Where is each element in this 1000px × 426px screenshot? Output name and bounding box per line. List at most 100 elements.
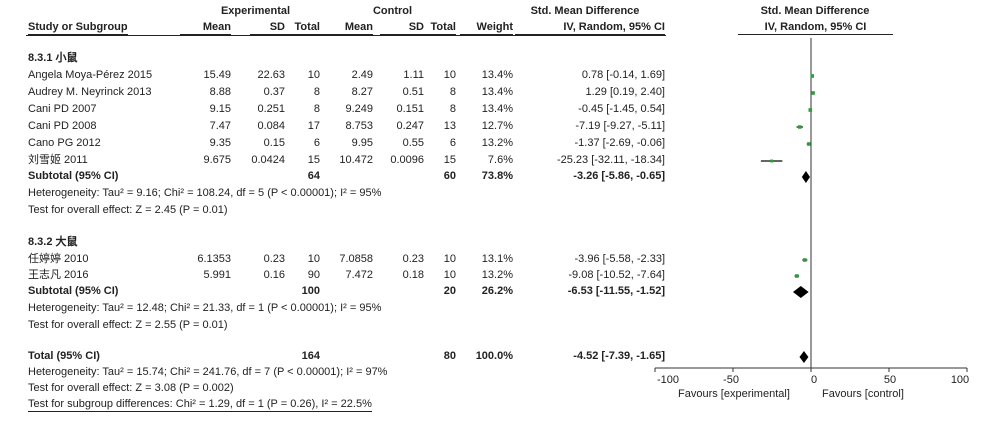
study-marker bbox=[811, 91, 815, 95]
header-smd-right: Std. Mean Difference bbox=[760, 5, 870, 17]
summary-diamond bbox=[801, 171, 810, 183]
subtotal-ci: -6.53 [-11.55, -1.52] bbox=[567, 285, 665, 297]
footer-subgroup-differences: Test for subgroup differences: Chi² = 1.… bbox=[28, 398, 372, 412]
cell-total2: 15 bbox=[443, 154, 456, 166]
header-mean1: Mean bbox=[180, 21, 231, 35]
study-marker bbox=[803, 258, 807, 262]
subtotal-total1: 100 bbox=[301, 285, 320, 297]
study-marker bbox=[770, 159, 774, 163]
study-name: Cani PD 2008 bbox=[28, 120, 97, 132]
cell-total2: 10 bbox=[443, 269, 456, 281]
cell-mean2: 2.49 bbox=[351, 69, 373, 81]
cell-total2: 8 bbox=[449, 103, 456, 115]
group-label-2: 8.3.2 大鼠 bbox=[28, 236, 78, 248]
cell-ci: -9.08 [-10.52, -7.64] bbox=[568, 269, 665, 281]
cell-total2: 8 bbox=[449, 86, 456, 98]
cell-sd2: 0.51 bbox=[402, 86, 424, 98]
header-rule bbox=[26, 35, 666, 36]
header-total1: Total bbox=[285, 21, 320, 35]
study-marker bbox=[807, 142, 811, 146]
subtotal-total2: 20 bbox=[443, 285, 456, 297]
header-experimental: Experimental bbox=[220, 5, 291, 17]
cell-weight: 13.2% bbox=[481, 269, 513, 281]
header-smd-left: Std. Mean Difference bbox=[530, 5, 640, 17]
header-method-right: IV, Random, 95% CI bbox=[738, 21, 893, 35]
overall-effect-text: Test for overall effect: Z = 2.55 (P = 0… bbox=[28, 319, 228, 331]
study-marker bbox=[810, 74, 815, 78]
cell-weight: 13.4% bbox=[481, 86, 513, 98]
cell-ci: 1.29 [0.19, 2.40] bbox=[585, 86, 665, 98]
study-name: Cani PD 2007 bbox=[28, 103, 97, 115]
cell-mean2: 8.27 bbox=[351, 86, 373, 98]
header-mean2: Mean bbox=[320, 21, 373, 35]
cell-total1: 17 bbox=[307, 120, 320, 132]
group-label-1: 8.3.1 小鼠 bbox=[28, 52, 78, 64]
total-ci: -4.52 [-7.39, -1.65] bbox=[573, 350, 665, 362]
subtotal-ci: -3.26 [-5.86, -0.65] bbox=[573, 170, 665, 182]
cell-mean2: 9.95 bbox=[351, 137, 373, 149]
cell-mean2: 9.249 bbox=[345, 103, 373, 115]
cell-mean1: 7.47 bbox=[209, 120, 231, 132]
favours-control-label: Favours [control] bbox=[822, 388, 904, 400]
cell-mean2: 7.0858 bbox=[339, 253, 373, 265]
subtotal-label: Subtotal (95% CI) bbox=[28, 285, 119, 297]
study-name: 王志凡 2016 bbox=[28, 269, 89, 281]
footer-heterogeneity: Heterogeneity: Tau² = 15.74; Chi² = 241.… bbox=[28, 366, 388, 378]
cell-mean1: 6.1353 bbox=[197, 253, 231, 265]
cell-total1: 15 bbox=[307, 154, 320, 166]
total-total2: 80 bbox=[443, 350, 456, 362]
study-marker bbox=[808, 108, 813, 112]
footer-overall-effect: Test for overall effect: Z = 3.08 (P = 0… bbox=[28, 382, 234, 394]
cell-sd1: 0.0424 bbox=[251, 154, 285, 166]
total-label: Total (95% CI) bbox=[28, 350, 100, 362]
favours-experimental-label: Favours [experimental] bbox=[678, 388, 790, 400]
cell-sd1: 0.23 bbox=[263, 253, 285, 265]
cell-sd2: 0.247 bbox=[396, 120, 424, 132]
summary-diamond bbox=[799, 351, 809, 363]
header-total2: Total bbox=[422, 21, 456, 35]
header-control: Control bbox=[372, 5, 413, 17]
cell-weight: 13.4% bbox=[481, 103, 513, 115]
cell-sd2: 1.11 bbox=[403, 69, 424, 81]
cell-mean2: 7.472 bbox=[345, 269, 373, 281]
cell-total1: 10 bbox=[307, 69, 320, 81]
cell-weight: 13.1% bbox=[481, 253, 513, 265]
cell-total2: 10 bbox=[443, 69, 456, 81]
cell-total1: 8 bbox=[313, 86, 320, 98]
cell-sd1: 0.084 bbox=[257, 120, 285, 132]
cell-sd1: 22.63 bbox=[257, 69, 285, 81]
cell-sd1: 0.16 bbox=[263, 269, 285, 281]
tick-label: 100 bbox=[950, 374, 970, 386]
cell-mean1: 15.49 bbox=[203, 69, 231, 81]
subtotal-total2: 60 bbox=[443, 170, 456, 182]
study-name: Audrey M. Neyrinck 2013 bbox=[28, 86, 152, 98]
tick-label: 50 bbox=[883, 374, 897, 386]
cell-total2: 6 bbox=[449, 137, 456, 149]
cell-total1: 6 bbox=[313, 137, 320, 149]
cell-sd1: 0.15 bbox=[263, 137, 285, 149]
header-study: Study or Subgroup bbox=[28, 21, 128, 35]
cell-mean1: 9.15 bbox=[209, 103, 231, 115]
subtotal-weight: 73.8% bbox=[481, 170, 513, 182]
cell-weight: 12.7% bbox=[481, 120, 513, 132]
cell-mean2: 8.753 bbox=[345, 120, 373, 132]
cell-ci: -25.23 [-32.11, -18.34] bbox=[556, 154, 665, 166]
cell-sd2: 0.0096 bbox=[390, 154, 424, 166]
summary-diamond bbox=[792, 286, 809, 298]
study-name: 刘雪姬 2011 bbox=[28, 154, 88, 166]
subtotal-total1: 64 bbox=[307, 170, 320, 182]
cell-sd2: 0.23 bbox=[402, 253, 424, 265]
cell-ci: -0.45 [-1.45, 0.54] bbox=[578, 103, 665, 115]
cell-weight: 13.4% bbox=[481, 69, 513, 81]
header-sd2: SD bbox=[380, 21, 424, 35]
subtotal-label: Subtotal (95% CI) bbox=[28, 170, 119, 182]
cell-sd2: 0.151 bbox=[396, 103, 424, 115]
header-weight: Weight bbox=[460, 21, 513, 35]
heterogeneity-text: Heterogeneity: Tau² = 12.48; Chi² = 21.3… bbox=[28, 302, 382, 314]
cell-mean1: 5.991 bbox=[203, 269, 231, 281]
cell-total1: 8 bbox=[313, 103, 320, 115]
study-marker bbox=[798, 125, 802, 129]
cell-ci: -1.37 [-2.69, -0.06] bbox=[574, 137, 666, 149]
cell-ci: -7.19 [-9.27, -5.11] bbox=[575, 120, 665, 132]
